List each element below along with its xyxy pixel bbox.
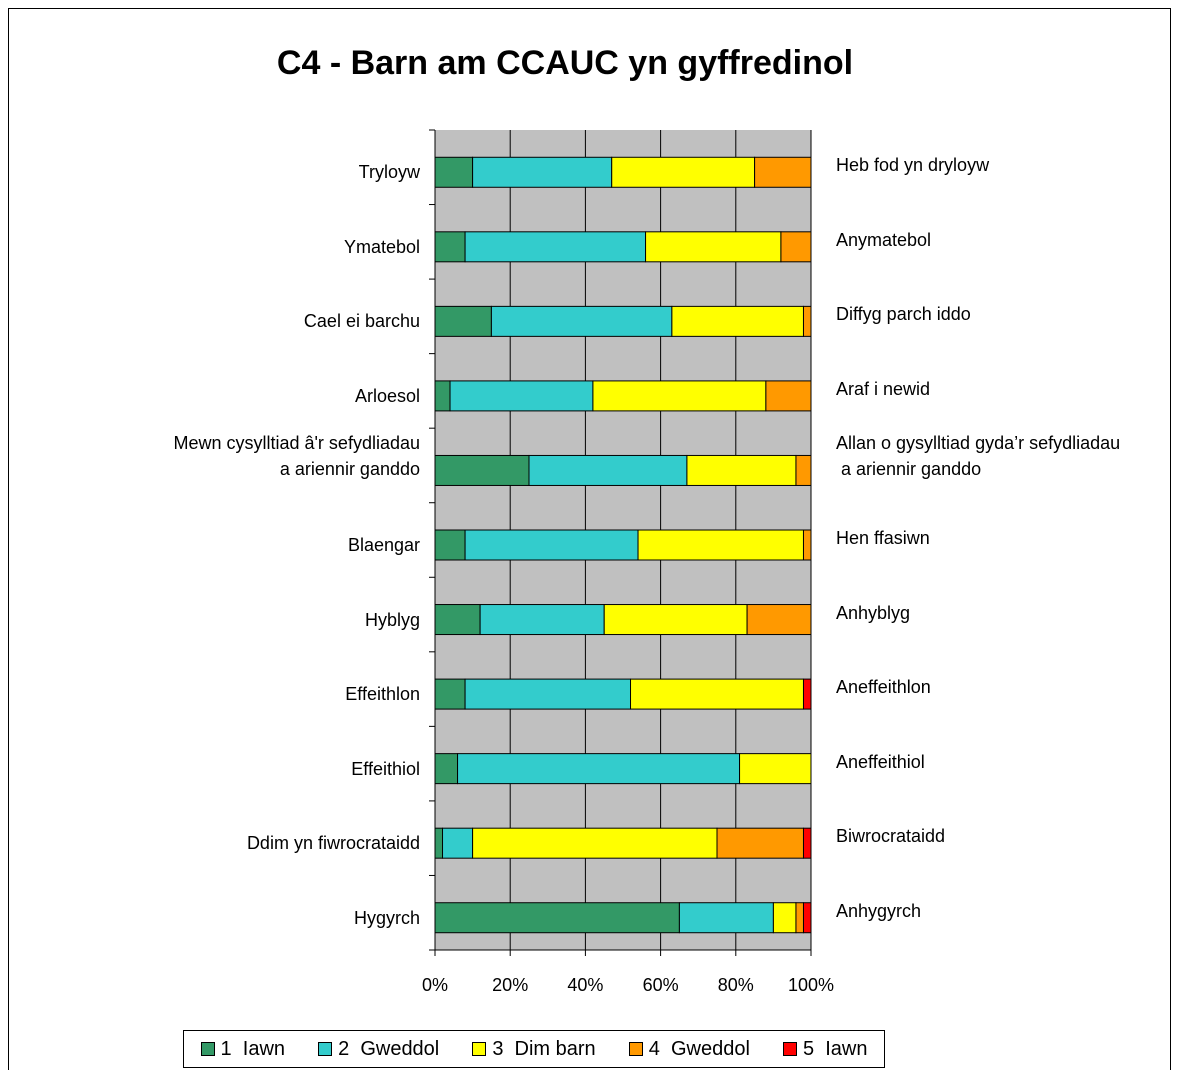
legend-label: 3 Dim barn xyxy=(492,1037,596,1060)
bar-segment xyxy=(528,454,688,486)
y-tick-label: Ddim yn fiwrocrataidd xyxy=(246,833,420,854)
bar-segment xyxy=(472,156,613,188)
bar-segment xyxy=(772,902,797,934)
bar-segment xyxy=(802,902,812,934)
right-label: Anhygyrch xyxy=(836,900,922,921)
bar-segment xyxy=(765,380,812,412)
bar-segment xyxy=(434,156,474,188)
bar-segment xyxy=(434,529,466,561)
y-tick-label: Arloesol xyxy=(354,385,420,406)
bar-segment xyxy=(795,454,812,486)
bar-segment xyxy=(434,678,466,710)
y-tick-label: Effeithiol xyxy=(351,758,420,779)
bar-segment xyxy=(611,156,756,188)
y-tick-label: Hygyrch xyxy=(353,907,420,928)
bar-segment xyxy=(802,305,812,337)
legend-swatch xyxy=(318,1042,333,1056)
legend-label: 5 Iawn xyxy=(802,1037,868,1060)
right-label: Anymatebol xyxy=(836,229,932,250)
right-label: Heb fod yn dryloyw xyxy=(836,155,990,176)
x-tick-label: 0% xyxy=(421,975,448,995)
legend-label: 2 Gweddol xyxy=(338,1037,440,1060)
right-label: Allan o gysylltiad gyda’r sefydliadau a … xyxy=(836,433,1121,480)
bar-segment xyxy=(603,604,748,636)
bar-segment xyxy=(434,827,444,859)
bar-segment xyxy=(739,753,812,785)
right-label: Hen ffasiwn xyxy=(836,528,930,548)
bar-segment xyxy=(464,678,632,710)
bar-segment xyxy=(795,902,804,934)
legend-item: 5 Iawn xyxy=(782,1037,868,1061)
legend-label: 1 Iawn xyxy=(220,1037,286,1060)
legend-item: 1 Iawn xyxy=(200,1037,286,1061)
y-tick-label: Blaengar xyxy=(347,535,420,555)
legend-swatch xyxy=(782,1042,797,1056)
x-tick-label: 40% xyxy=(567,975,604,995)
bar-segment xyxy=(686,454,797,486)
y-tick-label: Ymatebol xyxy=(343,236,420,257)
right-label: Anhyblyg xyxy=(836,602,911,623)
chart-title: C4 - Barn am CCAUC yn gyffredinol xyxy=(276,44,854,82)
right-label: Biwrocrataidd xyxy=(836,826,946,847)
bar-segment xyxy=(802,529,812,561)
bar-segment xyxy=(630,678,804,710)
x-tick-label: 80% xyxy=(717,975,754,995)
legend-item: 3 Dim barn xyxy=(472,1037,596,1061)
bar-segment xyxy=(479,604,605,636)
right-label: Araf i newid xyxy=(836,378,931,399)
bar-segment xyxy=(434,454,530,486)
legend-swatch xyxy=(472,1042,487,1056)
x-tick-label: 100% xyxy=(787,975,835,995)
bar-segment xyxy=(678,902,774,934)
frame xyxy=(8,8,1171,1070)
bar-segment xyxy=(464,231,647,263)
bar-segment xyxy=(802,678,812,710)
right-label: Diffyg parch iddo xyxy=(836,304,971,325)
legend: 1 Iawn 2 Gweddol 3 Dim barn 4 Gweddol 5 Iawn xyxy=(183,1030,885,1068)
bar-segment xyxy=(434,604,481,636)
bar-segment xyxy=(434,753,459,785)
x-tick-label: 60% xyxy=(642,975,679,995)
bar-segment xyxy=(442,827,474,859)
bar-segment xyxy=(780,231,812,263)
bar-segment xyxy=(434,305,492,337)
x-tick-label: 20% xyxy=(492,975,529,995)
legend-item: 4 Gweddol xyxy=(628,1037,750,1061)
bar-segment xyxy=(746,604,812,636)
legend-item: 2 Gweddol xyxy=(318,1038,439,1061)
bar-segment xyxy=(457,753,741,785)
bar-segment xyxy=(802,827,812,859)
bar-segment xyxy=(637,529,804,561)
bar-segment xyxy=(716,827,804,859)
bar-segment xyxy=(464,529,639,561)
right-label: Aneffeithlon xyxy=(836,677,931,698)
bar-segment xyxy=(592,380,767,412)
y-tick-label: Tryloyw xyxy=(358,162,420,183)
legend-label: 4 Gweddol xyxy=(648,1037,750,1060)
bar-segment xyxy=(754,156,812,188)
legend-swatch xyxy=(628,1042,643,1056)
bar-segment xyxy=(434,231,466,263)
legend-swatch xyxy=(200,1042,215,1056)
y-tick-label: Effeithlon xyxy=(345,684,420,705)
bar-segment xyxy=(490,305,673,337)
bar-segment xyxy=(645,231,782,263)
y-tick-label: Cael ei barchu xyxy=(303,311,420,332)
y-tick-label: Mewn cysylltiad â'r sefydliadau a arienn… xyxy=(173,433,420,480)
y-tick-label: Hyblyg xyxy=(364,609,420,630)
bar-segment xyxy=(434,902,680,934)
right-label: Aneffeithiol xyxy=(836,751,925,772)
bar-segment xyxy=(434,380,451,412)
bar-segment xyxy=(671,305,804,337)
bar-segment xyxy=(472,827,718,859)
bar-segment xyxy=(449,380,594,412)
